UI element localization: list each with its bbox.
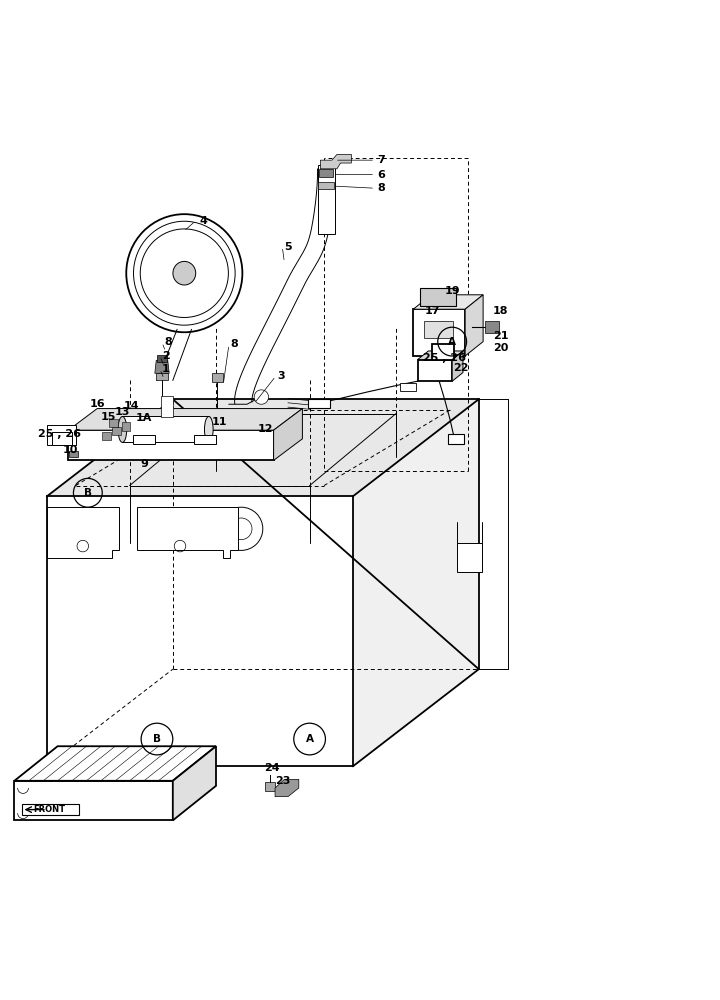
Polygon shape [318,165,335,234]
Text: 15: 15 [100,412,116,422]
Polygon shape [14,781,173,820]
Polygon shape [47,425,76,445]
Text: 1: 1 [162,364,169,374]
Polygon shape [194,435,216,444]
Polygon shape [47,496,353,766]
Polygon shape [161,396,173,417]
Text: 5: 5 [284,242,292,252]
Polygon shape [413,309,465,356]
Polygon shape [432,344,454,360]
Polygon shape [318,182,334,189]
Circle shape [254,390,269,404]
Polygon shape [275,779,299,797]
Text: 1A: 1A [136,413,152,423]
Polygon shape [156,373,168,380]
Text: 20: 20 [492,343,508,353]
Text: B: B [84,488,92,498]
Polygon shape [47,507,119,558]
Polygon shape [68,430,274,460]
Polygon shape [212,373,223,382]
Text: A: A [305,734,314,744]
Polygon shape [102,432,111,440]
Text: 18: 18 [492,306,508,316]
Text: 4: 4 [199,216,207,226]
Polygon shape [413,295,483,309]
Text: 3: 3 [277,371,284,381]
Polygon shape [122,422,130,431]
Polygon shape [274,409,302,460]
Polygon shape [420,288,456,306]
Text: A: A [448,337,456,347]
Polygon shape [14,746,216,781]
Ellipse shape [133,221,235,325]
Text: 17: 17 [424,306,440,316]
Polygon shape [68,409,302,430]
Text: 25 , 26: 25 , 26 [423,353,467,363]
Polygon shape [155,360,169,373]
Text: 24: 24 [264,763,280,773]
Text: 11: 11 [212,417,228,427]
Polygon shape [353,399,479,766]
Polygon shape [22,804,79,815]
Text: 21: 21 [492,331,508,341]
Text: 16: 16 [89,399,105,409]
Text: 2: 2 [162,351,169,361]
Polygon shape [52,432,72,445]
Text: 13: 13 [114,407,130,417]
Polygon shape [465,295,483,356]
Polygon shape [109,419,118,427]
Polygon shape [485,321,499,333]
Text: 19: 19 [444,286,460,296]
Text: 25 , 26: 25 , 26 [37,429,81,439]
Polygon shape [457,543,482,572]
Polygon shape [452,351,463,381]
Polygon shape [320,154,351,169]
Polygon shape [418,351,463,360]
Ellipse shape [118,416,127,442]
Text: 23: 23 [275,776,291,786]
Polygon shape [424,321,453,338]
Polygon shape [308,399,330,408]
Polygon shape [122,416,209,442]
Polygon shape [69,451,78,457]
Polygon shape [265,782,275,791]
Polygon shape [400,383,416,391]
Ellipse shape [173,261,196,285]
Ellipse shape [204,416,213,442]
Text: B: B [153,734,161,744]
Text: 7: 7 [378,155,385,165]
Polygon shape [319,169,333,177]
Text: 8: 8 [230,339,238,349]
Polygon shape [157,355,167,362]
Polygon shape [112,427,121,435]
Text: 22: 22 [453,363,469,373]
Polygon shape [448,434,464,444]
Polygon shape [47,399,479,496]
Polygon shape [133,435,155,444]
Text: 14: 14 [124,401,140,411]
Polygon shape [137,507,238,558]
Text: 10: 10 [63,445,78,455]
Polygon shape [418,360,452,381]
Text: 8: 8 [378,183,385,193]
Text: 12: 12 [257,424,273,434]
Text: FRONT: FRONT [33,805,65,814]
Text: 9: 9 [140,459,148,469]
Text: 6: 6 [378,170,385,180]
Text: 8: 8 [164,337,171,347]
Polygon shape [173,746,216,820]
